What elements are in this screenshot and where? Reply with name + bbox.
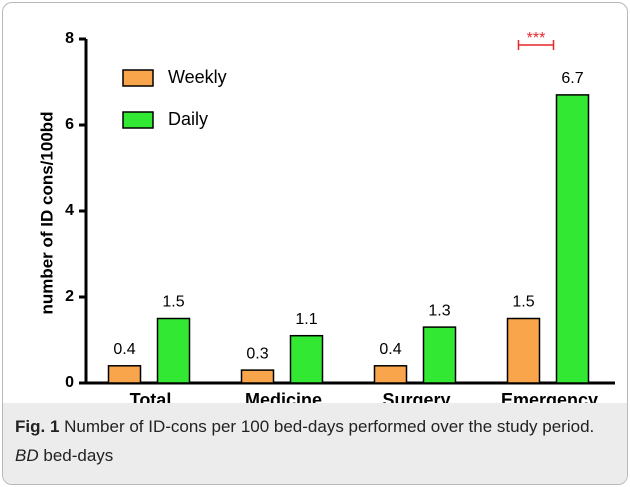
x-tick-label: Total (130, 390, 172, 403)
legend-label: Weekly (168, 67, 227, 87)
bar (506, 317, 541, 384)
caption-label: Fig. 1 (15, 417, 60, 436)
y-axis-label: number of ID cons/100bd (37, 111, 56, 314)
bar (240, 369, 275, 384)
annotation: *** (527, 30, 546, 47)
y-tick-label: 0 (65, 374, 74, 391)
caption-abbr: BD (15, 446, 39, 465)
value-label: 0.4 (113, 341, 135, 358)
bar (422, 326, 457, 384)
bar (156, 317, 191, 384)
legend-swatch (122, 69, 154, 87)
caption-text: Number of ID-cons per 100 bed-days perfo… (64, 417, 595, 436)
value-label: 0.3 (246, 345, 268, 362)
bar (107, 365, 142, 384)
value-label: 0.4 (379, 341, 401, 358)
legend-label: Daily (168, 109, 208, 129)
bar (555, 94, 590, 384)
value-label: 1.5 (512, 294, 534, 311)
value-label: 6.7 (561, 70, 583, 87)
x-tick-label: Emergency (501, 390, 598, 403)
bar (289, 334, 324, 384)
value-label: 1.5 (162, 294, 184, 311)
y-tick-label: 2 (65, 288, 74, 305)
y-tick-label: 8 (65, 30, 74, 47)
legend-swatch (122, 111, 154, 129)
value-label: 1.1 (295, 311, 317, 328)
x-tick-label: Medicine (245, 390, 322, 403)
x-tick-label: Surgery (382, 390, 450, 403)
chart: number of ID cons/100bd 0 2 4 6 8 Total 0.4 1.5… (37, 30, 615, 403)
caption: Fig. 1 Number of ID-cons per 100 bed-day… (3, 403, 627, 484)
value-label: 1.3 (428, 302, 450, 319)
y-tick-label: 6 (65, 116, 74, 133)
y-tick-label: 4 (65, 202, 74, 219)
bar (373, 365, 408, 384)
caption-abbr-text: bed-days (43, 446, 114, 465)
